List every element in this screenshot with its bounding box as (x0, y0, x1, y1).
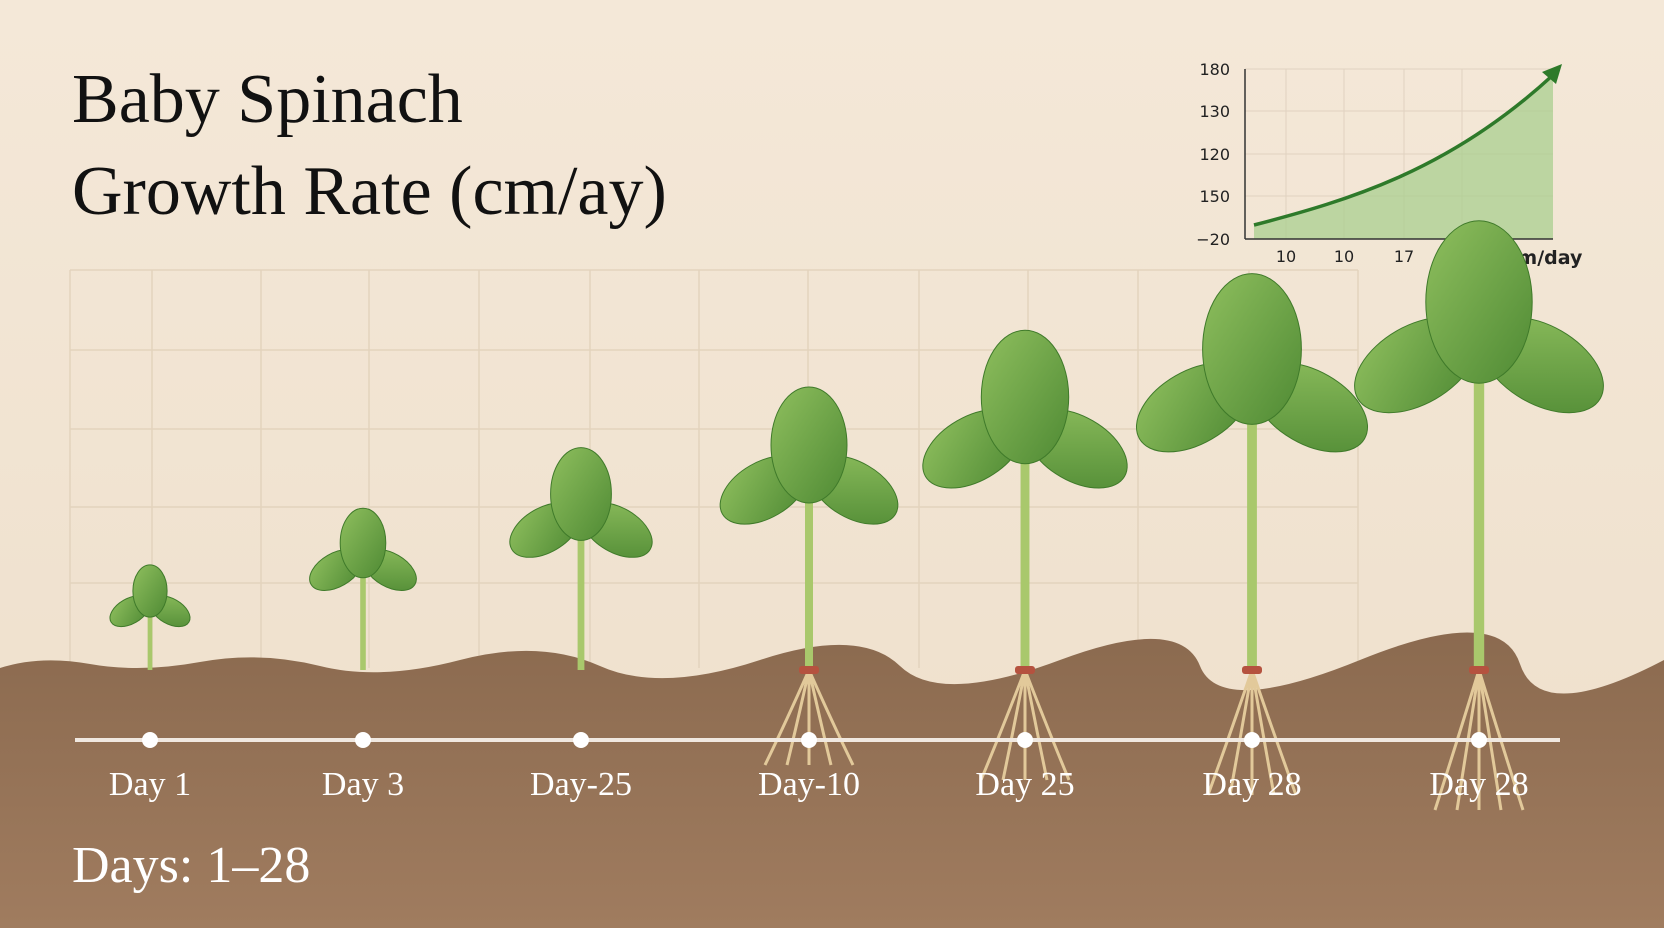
leaf (980, 329, 1070, 465)
timeline-label: Day 25 (975, 766, 1074, 803)
root (1206, 669, 1254, 796)
root-collar (799, 666, 819, 674)
timeline-dot (142, 732, 158, 748)
timeline-label: Day-25 (530, 766, 632, 803)
inset-y-label: 180 (1199, 60, 1230, 79)
inset-x-label: 10 (1276, 247, 1296, 266)
root-collar (1242, 666, 1262, 674)
timeline-label: Day 28 (1202, 766, 1301, 803)
plant (1354, 220, 1604, 811)
timeline-dot (1471, 732, 1487, 748)
leaf (1202, 273, 1302, 425)
inset-y-label: −20 (1196, 230, 1230, 249)
title-line: Growth Rate (cm/ay) (72, 153, 667, 230)
root (807, 669, 855, 766)
inset-y-label: 130 (1199, 102, 1230, 121)
timeline-dot (801, 732, 817, 748)
inset-area (1254, 75, 1553, 239)
timeline-dot (1244, 732, 1260, 748)
footer-label: Days: 1–28 (72, 837, 310, 894)
root-collar (1015, 666, 1035, 674)
leaf (339, 507, 387, 579)
plant (509, 447, 653, 670)
inset-x-label: 17 (1394, 247, 1414, 266)
timeline-dot (573, 732, 589, 748)
root (1433, 669, 1481, 811)
inset-x-label: 10 (1334, 247, 1354, 266)
timeline-dot (355, 732, 371, 748)
inset-y-label: 120 (1199, 145, 1230, 164)
root (1228, 669, 1254, 796)
leaf (132, 564, 168, 618)
root (763, 669, 811, 766)
root (807, 669, 833, 766)
plant (1135, 273, 1369, 796)
root (1001, 669, 1027, 781)
title-line: Baby Spinach (72, 61, 463, 138)
inset-curve (1253, 73, 1555, 227)
soil (0, 632, 1664, 928)
root (1250, 669, 1276, 796)
plant (719, 386, 899, 766)
leaf (1425, 220, 1533, 384)
root (1477, 669, 1525, 811)
plant (309, 507, 417, 670)
root (785, 669, 811, 766)
timeline-label: Day 3 (322, 766, 404, 803)
root (1250, 669, 1298, 796)
timeline-label: Day 28 (1429, 766, 1528, 803)
root (1455, 669, 1481, 811)
inset-arrowhead (1542, 64, 1562, 84)
inset-y-label: 150 (1199, 187, 1230, 206)
plant (922, 329, 1128, 781)
root-collar (1469, 666, 1489, 674)
root (1023, 669, 1049, 781)
timeline-dot (1017, 732, 1033, 748)
timeline-label: Day 1 (109, 766, 191, 803)
leaf (550, 447, 612, 541)
leaf (770, 386, 848, 504)
root (1023, 669, 1071, 781)
plants (109, 220, 1604, 811)
plant (109, 564, 191, 670)
timeline-label: Day-10 (758, 766, 860, 803)
root (979, 669, 1027, 781)
root (1477, 669, 1503, 811)
